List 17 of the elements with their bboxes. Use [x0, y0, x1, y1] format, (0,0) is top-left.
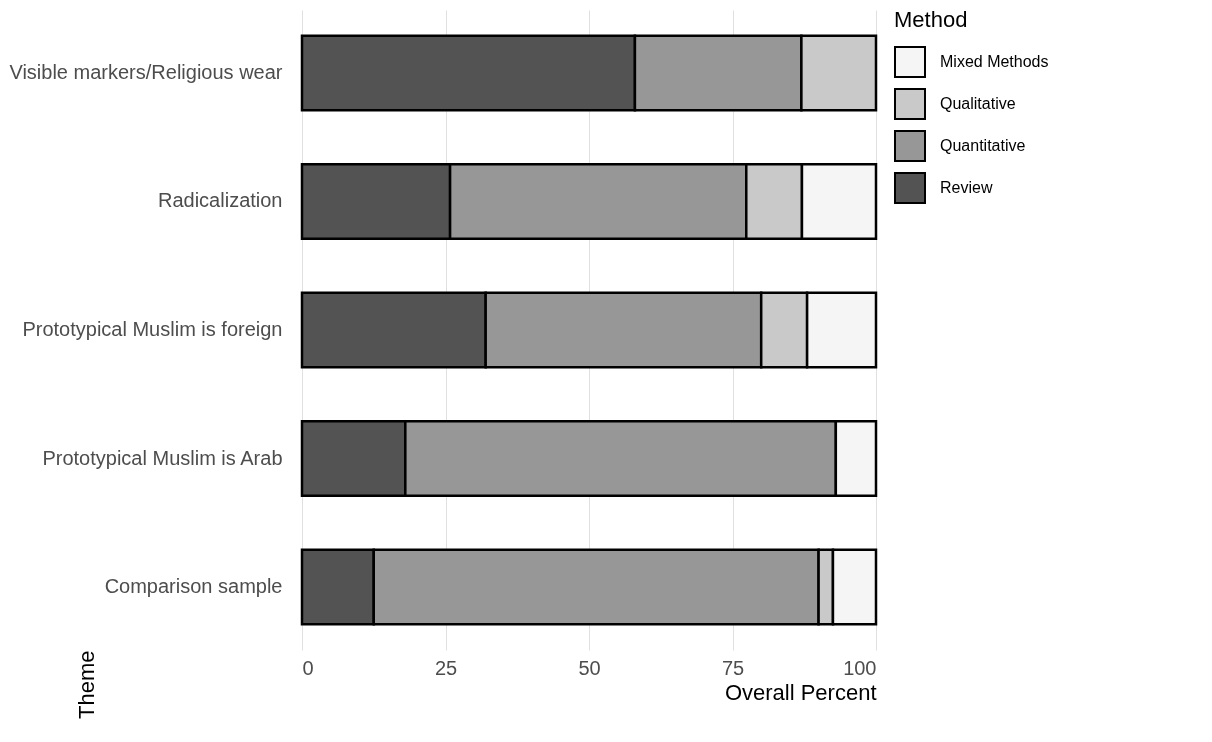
- legend-label: Review: [940, 179, 993, 196]
- legend-label: Qualitative: [940, 95, 1016, 112]
- legend-label: Mixed Methods: [940, 53, 1049, 70]
- y-tick-label: Radicalization: [157, 189, 283, 212]
- y-axis-title: Theme: [73, 650, 99, 719]
- legend-title: Method: [894, 7, 968, 32]
- y-tick-label: Visible markers/Religious wear: [9, 60, 283, 83]
- x-tick-label: 100: [843, 656, 877, 679]
- legend-label: Quantitative: [940, 137, 1026, 154]
- y-tick-label: Prototypical Muslim is foreign: [22, 318, 283, 340]
- x-tick-label: 0: [302, 656, 314, 679]
- x-axis-title: Overall Percent: [724, 679, 877, 705]
- x-tick-label: 25: [434, 656, 458, 679]
- y-tick-label: Prototypical Muslim is Arab: [42, 446, 283, 469]
- x-tick-label: 50: [578, 656, 601, 679]
- y-tick-label: Comparison sample: [104, 575, 283, 598]
- x-tick-label: 75: [721, 656, 745, 679]
